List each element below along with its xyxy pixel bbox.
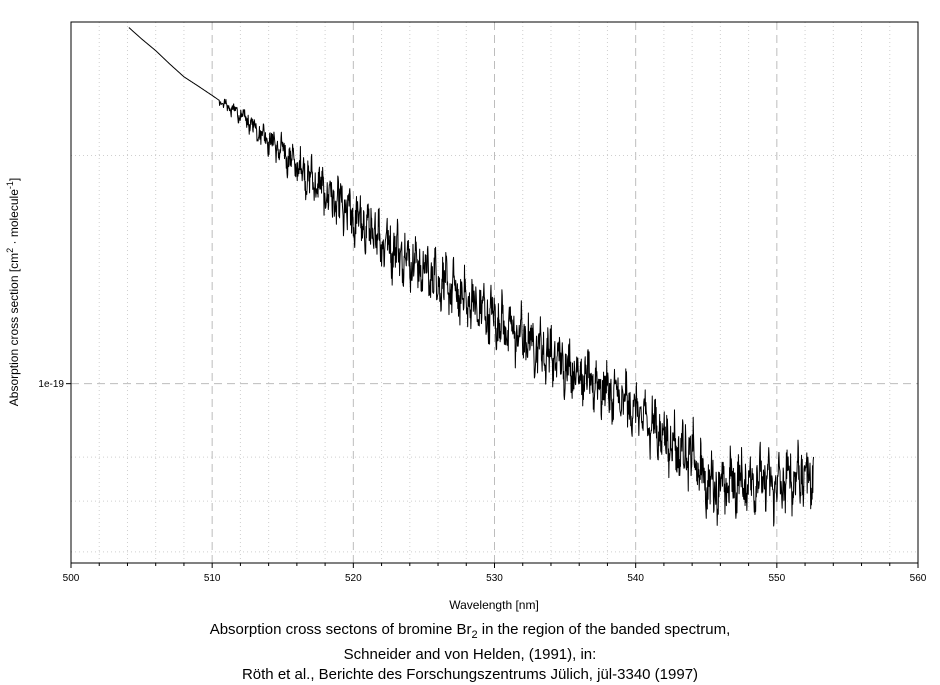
x-tick-label: 530 [486,573,503,584]
caption-line-2: Schneider and von Helden, (1991), in: [343,646,597,663]
grid-lines [71,22,918,563]
x-tick-label: 510 [204,573,221,584]
x-axis-label: Wavelength [nm] [449,598,539,612]
x-tick-label: 520 [345,573,362,584]
y-axis-label: Absorption cross section [cm2 · molecule… [5,178,21,406]
chart: 500 510 520 530 540 550 560 1e-19 Wavelength [… [5,21,927,612]
x-tick-label: 550 [768,573,785,584]
x-tick-label: 560 [910,573,927,584]
y-axis-ticks: 1e-19 [38,379,71,390]
series-line [128,27,815,527]
y-tick-label: 1e-19 [38,379,64,390]
caption-line-1: Absorption cross sectons of bromine Br2 … [209,621,731,641]
x-tick-label: 540 [627,573,644,584]
x-axis-ticks: 500 510 520 530 540 550 560 [63,563,927,584]
caption-line-3: Röth et al., Berichte des Forschungszent… [241,666,699,683]
figure-caption: Absorption cross sectons of bromine Br2 … [0,620,940,685]
x-tick-label: 500 [63,573,80,584]
